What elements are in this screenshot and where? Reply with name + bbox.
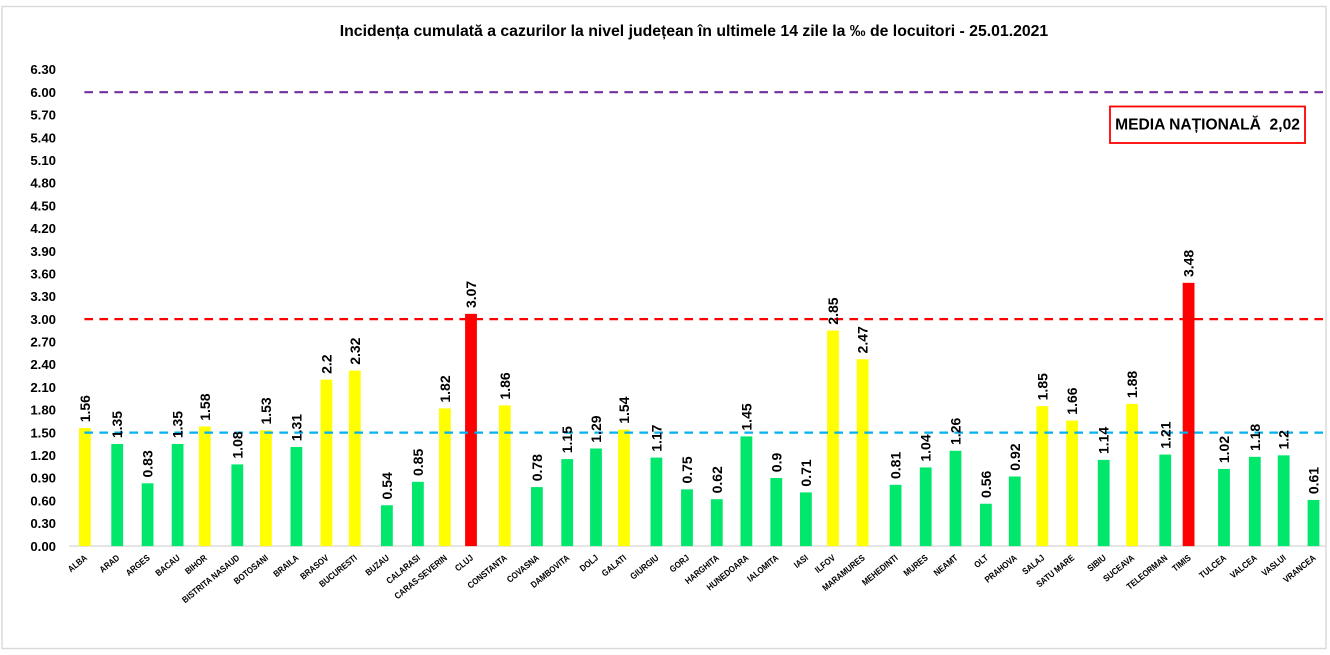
svg-text:0.85: 0.85 (410, 449, 426, 476)
svg-text:3.90: 3.90 (30, 244, 56, 259)
svg-text:1.80: 1.80 (30, 403, 56, 418)
svg-text:1.29: 1.29 (588, 415, 604, 442)
svg-text:1.21: 1.21 (1157, 421, 1173, 448)
svg-text:2.32: 2.32 (347, 337, 363, 364)
svg-text:5.10: 5.10 (30, 153, 56, 168)
svg-text:2.2: 2.2 (318, 354, 334, 374)
svg-text:3.48: 3.48 (1181, 250, 1197, 277)
svg-text:5.40: 5.40 (30, 130, 56, 145)
svg-text:1.18: 1.18 (1247, 424, 1263, 451)
svg-text:1.04: 1.04 (918, 434, 934, 461)
svg-text:6.00: 6.00 (30, 85, 56, 100)
svg-text:4.80: 4.80 (30, 176, 56, 191)
svg-text:0.9: 0.9 (768, 453, 784, 473)
svg-text:1.20: 1.20 (30, 448, 56, 463)
svg-text:2.85: 2.85 (825, 297, 841, 324)
svg-text:1.88: 1.88 (1124, 371, 1140, 398)
svg-text:0.81: 0.81 (888, 452, 904, 479)
svg-text:1.02: 1.02 (1216, 436, 1232, 463)
svg-text:Incidența cumulată a cazurilor: Incidența cumulată a cazurilor la nivel … (340, 23, 1049, 40)
svg-text:1.35: 1.35 (170, 411, 186, 438)
svg-text:1.54: 1.54 (616, 396, 632, 423)
svg-text:0.30: 0.30 (30, 516, 56, 531)
svg-text:0.92: 0.92 (1007, 443, 1023, 470)
svg-text:0.90: 0.90 (30, 471, 56, 486)
svg-text:0.78: 0.78 (529, 454, 545, 481)
svg-text:1.66: 1.66 (1064, 387, 1080, 414)
svg-text:1.31: 1.31 (288, 414, 304, 441)
svg-text:0.61: 0.61 (1306, 467, 1322, 494)
svg-text:2.40: 2.40 (30, 357, 56, 372)
svg-text:0.75: 0.75 (679, 456, 695, 483)
svg-text:1.53: 1.53 (258, 397, 274, 424)
svg-text:0.62: 0.62 (709, 466, 725, 493)
svg-text:4.20: 4.20 (30, 221, 56, 236)
svg-text:3.00: 3.00 (30, 312, 56, 327)
svg-text:6.30: 6.30 (30, 62, 56, 77)
svg-text:1.14: 1.14 (1096, 427, 1112, 454)
svg-text:1.86: 1.86 (497, 372, 513, 399)
svg-text:0.56: 0.56 (978, 470, 994, 497)
svg-text:3.30: 3.30 (30, 289, 56, 304)
svg-text:0.54: 0.54 (379, 472, 395, 499)
svg-text:1.08: 1.08 (229, 431, 245, 458)
svg-text:1.50: 1.50 (30, 425, 56, 440)
svg-text:3.60: 3.60 (30, 267, 56, 282)
svg-text:MEDIA NAȚIONALĂ 2,02: MEDIA NAȚIONALĂ 2,02 (1115, 114, 1300, 133)
svg-text:1.56: 1.56 (77, 395, 93, 422)
svg-text:1.15: 1.15 (559, 426, 575, 453)
svg-text:0.00: 0.00 (30, 539, 56, 554)
svg-text:1.17: 1.17 (648, 424, 664, 451)
svg-text:0.83: 0.83 (140, 450, 156, 477)
svg-text:5.70: 5.70 (30, 108, 56, 123)
svg-text:2.10: 2.10 (30, 380, 56, 395)
svg-text:3.07: 3.07 (463, 281, 479, 308)
svg-text:1.85: 1.85 (1034, 373, 1050, 400)
svg-text:1.45: 1.45 (738, 403, 754, 430)
svg-text:1.58: 1.58 (197, 393, 213, 420)
svg-text:2.70: 2.70 (30, 335, 56, 350)
svg-text:0.60: 0.60 (30, 493, 56, 508)
svg-text:4.50: 4.50 (30, 198, 56, 213)
svg-text:0.71: 0.71 (798, 459, 814, 486)
svg-text:1.26: 1.26 (948, 418, 964, 445)
svg-text:1.35: 1.35 (109, 411, 125, 438)
svg-text:1.2: 1.2 (1276, 430, 1292, 450)
svg-text:1.82: 1.82 (437, 375, 453, 402)
svg-text:2.47: 2.47 (855, 326, 871, 353)
